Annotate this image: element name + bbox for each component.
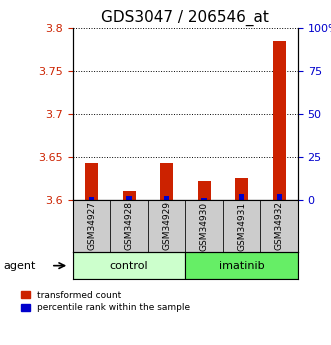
Bar: [89, 197, 94, 200]
Text: GSM34930: GSM34930: [200, 201, 209, 250]
Bar: [148, 200, 185, 252]
Bar: [223, 200, 260, 252]
Bar: [198, 181, 211, 200]
Bar: [260, 200, 298, 252]
Bar: [126, 196, 132, 200]
Bar: [276, 194, 282, 200]
Bar: [164, 196, 169, 200]
Bar: [273, 40, 286, 200]
Bar: [185, 252, 298, 279]
Text: agent: agent: [4, 261, 36, 270]
Bar: [185, 200, 223, 252]
Bar: [239, 194, 244, 200]
Bar: [73, 200, 110, 252]
Legend: transformed count, percentile rank within the sample: transformed count, percentile rank withi…: [21, 291, 190, 313]
Text: GSM34927: GSM34927: [87, 201, 96, 250]
Bar: [85, 163, 98, 200]
Bar: [235, 178, 248, 200]
Text: GSM34929: GSM34929: [162, 201, 171, 250]
Bar: [122, 190, 136, 200]
Title: GDS3047 / 206546_at: GDS3047 / 206546_at: [101, 10, 269, 26]
Bar: [160, 163, 173, 200]
Bar: [73, 252, 185, 279]
Bar: [110, 200, 148, 252]
Text: imatinib: imatinib: [219, 261, 264, 270]
Text: GSM34928: GSM34928: [124, 201, 134, 250]
Text: GSM34932: GSM34932: [275, 201, 284, 250]
Bar: [202, 197, 207, 200]
Text: GSM34931: GSM34931: [237, 201, 246, 250]
Text: control: control: [110, 261, 148, 270]
